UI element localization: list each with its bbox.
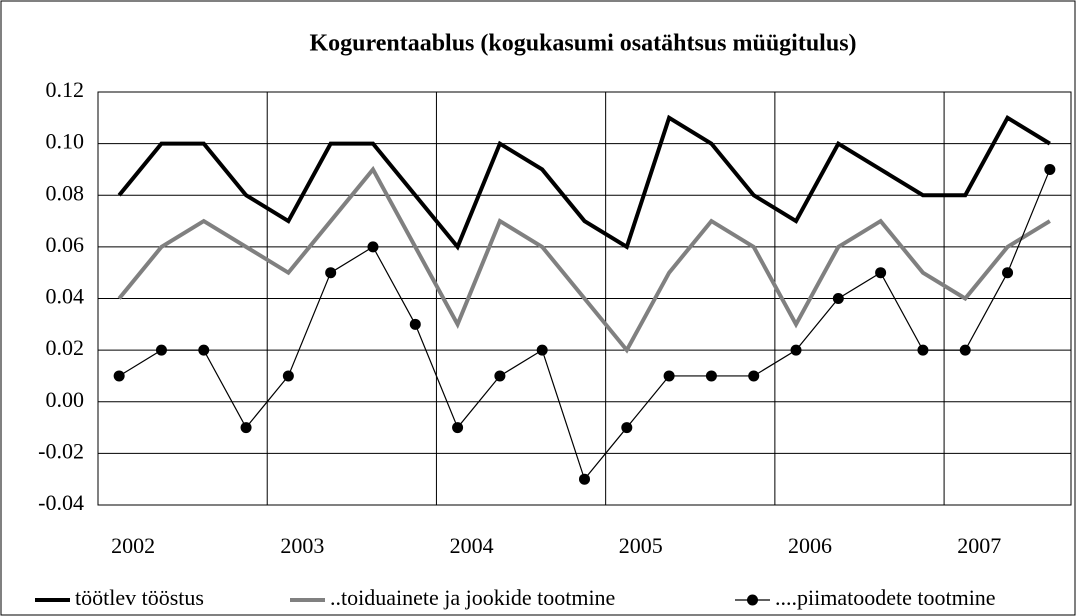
x-tick-label: 2007 xyxy=(957,533,1001,558)
y-tick-label: 0.08 xyxy=(46,180,85,205)
legend-label: töötlev tööstus xyxy=(75,585,204,610)
y-tick-label: 0.04 xyxy=(46,284,85,309)
y-tick-label: -0.02 xyxy=(38,438,84,463)
data-point xyxy=(663,370,675,382)
legend-label: ....piimatoodete tootmine xyxy=(775,585,996,610)
data-point xyxy=(240,422,252,434)
data-point xyxy=(452,422,464,434)
data-point xyxy=(748,370,760,382)
y-tick-label: 0.00 xyxy=(46,387,85,412)
data-point xyxy=(198,344,210,356)
data-point xyxy=(705,370,717,382)
y-tick-label: 0.10 xyxy=(46,129,85,154)
series-line xyxy=(117,165,1051,354)
legend-marker xyxy=(747,594,758,606)
x-tick-label: 2005 xyxy=(619,533,663,558)
data-point xyxy=(282,370,294,382)
data-point xyxy=(409,318,421,330)
chart-title: Kogurentaablus (kogukasumi osatähtsus mü… xyxy=(309,31,856,57)
data-point xyxy=(536,344,548,356)
data-point xyxy=(113,370,125,382)
data-point xyxy=(494,370,506,382)
data-point xyxy=(367,241,379,253)
y-tick-label: 0.06 xyxy=(46,232,85,257)
x-tick-label: 2006 xyxy=(788,533,832,558)
data-point xyxy=(155,344,167,356)
data-point xyxy=(875,267,887,279)
x-tick-label: 2003 xyxy=(280,533,324,558)
data-point xyxy=(917,344,929,356)
data-point xyxy=(1044,163,1056,175)
data-point xyxy=(621,422,633,434)
data-point xyxy=(832,293,844,304)
series-line xyxy=(117,114,1051,251)
data-point xyxy=(579,473,590,485)
x-tick-label: 2002 xyxy=(111,533,155,558)
y-tick-label: 0.02 xyxy=(46,335,85,360)
data-point xyxy=(959,344,971,356)
x-tick-label: 2004 xyxy=(450,533,494,558)
data-point xyxy=(790,344,802,356)
y-tick-label: -0.04 xyxy=(38,490,84,515)
legend-label: ..toiduainete ja jookide tootmine xyxy=(330,585,615,610)
y-tick-label: 0.12 xyxy=(46,77,85,102)
data-point xyxy=(1002,267,1014,279)
data-point xyxy=(325,267,337,279)
